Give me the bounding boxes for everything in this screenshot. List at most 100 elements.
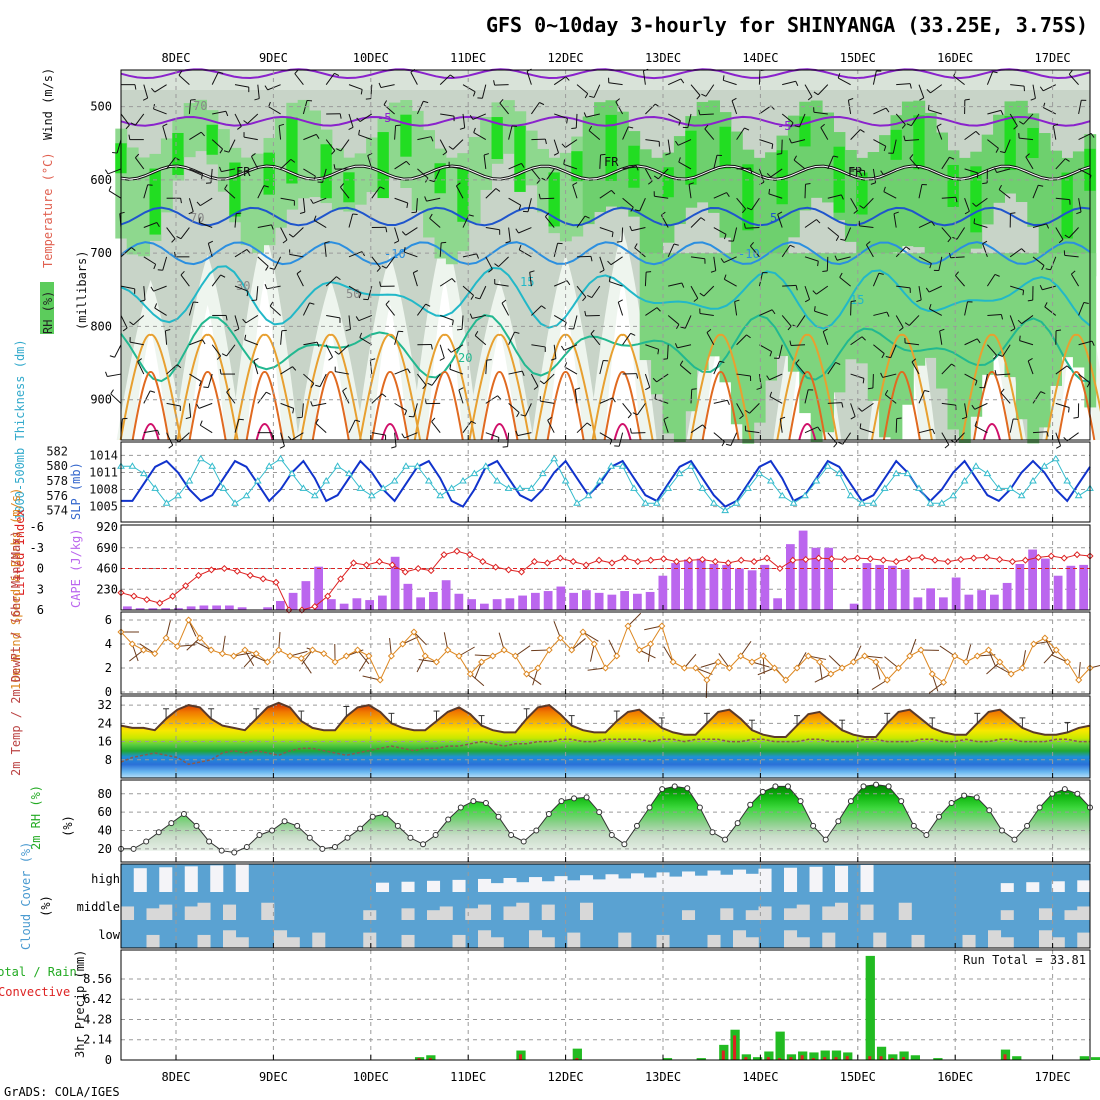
wind-barb <box>394 125 397 140</box>
wind-barb <box>137 361 145 375</box>
wind-barb <box>955 275 965 287</box>
wind-barb-flag <box>588 126 593 131</box>
wind-barb-flag <box>545 212 550 217</box>
rh-wet-cell <box>1061 172 1073 239</box>
precip-convective-bar <box>1003 1054 1007 1060</box>
cloud-gap-cell <box>452 934 466 948</box>
lifted-index-point <box>543 559 551 567</box>
cape-tick-label: 920 <box>96 520 118 534</box>
wind-barb <box>827 155 834 170</box>
wind-barb <box>745 227 760 229</box>
rh-point <box>671 783 678 790</box>
rh-lower-moist <box>799 253 812 414</box>
rh-lower-moist <box>696 253 709 371</box>
wind-barb-flag <box>661 211 666 216</box>
wind-barb <box>713 155 718 170</box>
wind-barb <box>663 419 669 433</box>
thickness-point <box>835 469 844 477</box>
wind-barb <box>1078 100 1082 115</box>
wind-barb <box>348 419 356 433</box>
wind-barb <box>599 189 612 199</box>
cloud-gap-cell <box>605 874 619 892</box>
precip-convective-bar <box>868 1056 872 1060</box>
wind-barb-flag <box>292 366 297 371</box>
wind-barb <box>964 373 978 382</box>
cloud-gap-cell <box>490 883 504 892</box>
wind-barb <box>462 421 472 433</box>
thickness-tick-label: 578 <box>46 474 68 488</box>
wind-barb <box>508 402 520 413</box>
wind-barb <box>485 227 500 231</box>
wind-barb-flag <box>769 391 773 397</box>
wind10m-barb <box>300 658 312 674</box>
wind-barb-flag <box>652 377 657 383</box>
lifted-index-point <box>479 558 487 566</box>
wind-barb-flag <box>547 416 552 421</box>
wind-barb <box>553 344 557 359</box>
wind-barb-flag <box>793 155 797 161</box>
wind-barb <box>836 256 851 261</box>
wind10m-point <box>579 628 587 636</box>
wind-barb-flag <box>722 75 725 81</box>
wind-barb <box>563 163 578 170</box>
cloud-gap-cell <box>184 866 198 892</box>
wind-barb <box>873 344 885 354</box>
rh-wet-cell <box>377 132 389 199</box>
thickness-point <box>972 462 980 469</box>
lifted-index-point <box>207 566 215 574</box>
cloud-gap-cell <box>1000 910 1014 920</box>
wind-barb-flag <box>1046 431 1049 437</box>
precip-total-bar <box>1012 1056 1022 1060</box>
wind-barb <box>1032 84 1036 99</box>
wind-barb-flag <box>1066 365 1072 370</box>
wind-barb-flag <box>884 389 889 395</box>
wind-barb-flag <box>600 153 606 156</box>
wind-barb <box>545 168 555 181</box>
wind-barb-flag <box>430 344 433 350</box>
wind-barb-flag <box>647 180 653 185</box>
cape-bar <box>875 564 884 610</box>
rh-moist-cell <box>696 101 709 203</box>
wind-barb <box>1068 227 1079 239</box>
millibars-label: (millibars) <box>75 251 89 330</box>
wind-barb <box>745 430 760 434</box>
warm-contour <box>468 333 531 441</box>
wind-barb <box>861 402 874 412</box>
wind-barb <box>736 373 751 377</box>
wind-barb-flag <box>833 443 838 448</box>
wind-barb-flag <box>407 368 411 374</box>
wind-barb-flag <box>839 272 843 278</box>
wind-barb-flag <box>423 100 429 104</box>
wind-barb <box>153 108 167 115</box>
thickness-point <box>1074 491 1083 499</box>
wind-barb <box>941 156 950 170</box>
wind-barb <box>340 139 350 152</box>
wind-barb <box>736 127 745 140</box>
wind-barb <box>143 390 151 404</box>
lifted-index-point <box>182 582 190 590</box>
wind-barb <box>1055 432 1062 446</box>
wind-barb <box>654 195 669 199</box>
wind10m-barb <box>608 639 618 657</box>
wind-barb-flag <box>395 124 401 127</box>
wind-barb <box>325 276 337 287</box>
wind-barb-flag <box>219 148 224 154</box>
wind-barb <box>180 274 190 287</box>
wind-barb <box>684 315 692 329</box>
rh-tick-label: 20 <box>98 842 112 856</box>
wind-barb <box>452 139 464 150</box>
rh-lower-moist <box>1061 253 1074 358</box>
wind-barb-flag <box>342 387 347 392</box>
cape-bar <box>671 563 680 610</box>
wind-barb-flag <box>756 387 762 390</box>
wind-barb-flag <box>140 299 146 302</box>
wind-barb-flag <box>563 159 566 165</box>
wind-barb <box>882 373 897 378</box>
rh-point <box>696 804 703 811</box>
wind-barb-flag <box>246 291 249 297</box>
wind-barb <box>575 113 578 128</box>
wind-barb <box>120 285 135 290</box>
wind-barb-flag <box>310 198 314 204</box>
wind-barb <box>289 253 304 258</box>
rh-point <box>520 838 527 845</box>
